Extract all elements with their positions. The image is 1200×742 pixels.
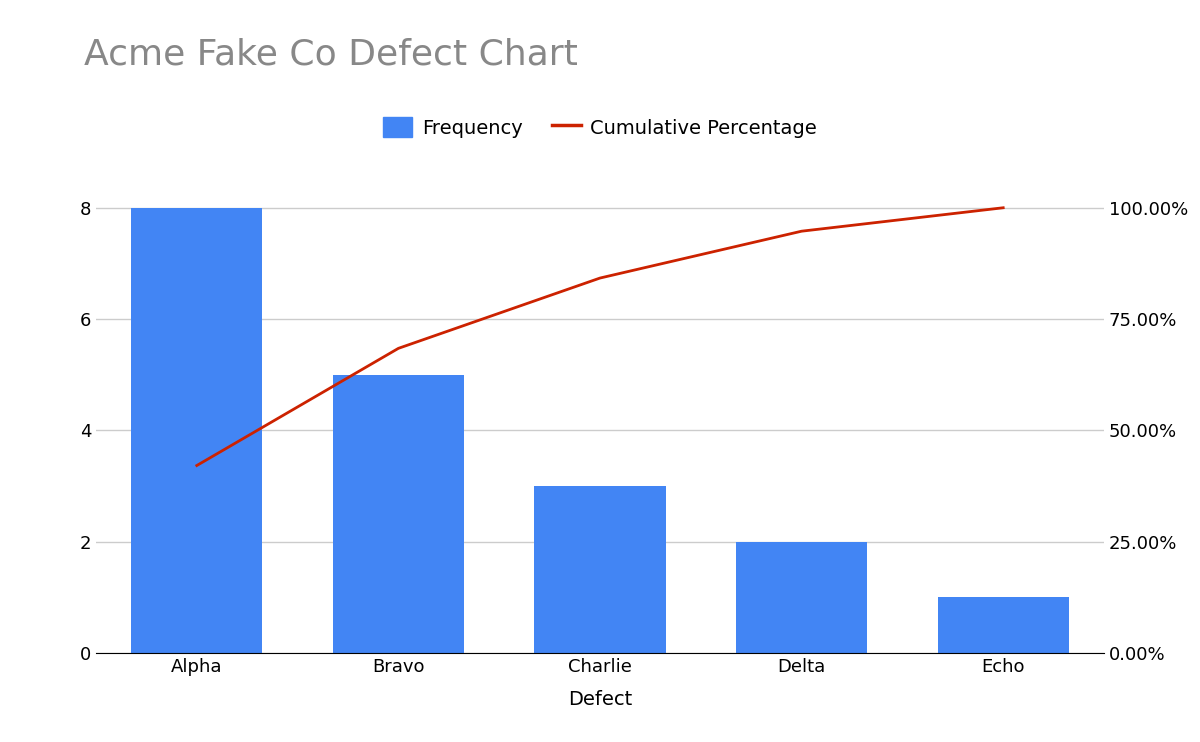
- Bar: [131, 208, 263, 653]
- Bar: [937, 597, 1069, 653]
- Bar: [736, 542, 868, 653]
- Bar: [534, 486, 666, 653]
- X-axis label: Defect: Defect: [568, 690, 632, 709]
- Legend: Frequency, Cumulative Percentage: Frequency, Cumulative Percentage: [374, 109, 826, 145]
- Bar: [332, 375, 464, 653]
- Text: Acme Fake Co Defect Chart: Acme Fake Co Defect Chart: [84, 37, 578, 71]
